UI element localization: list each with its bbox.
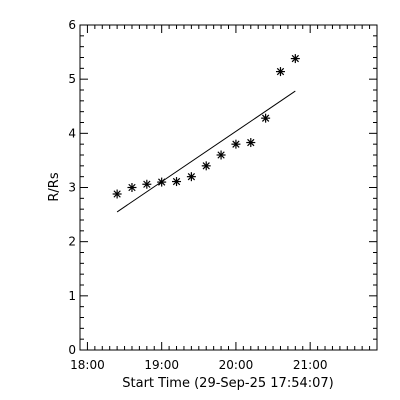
asterisk-stroke xyxy=(291,54,299,63)
y-tick-label: 0 xyxy=(68,343,76,357)
data-point xyxy=(142,179,152,189)
asterisk-stroke xyxy=(217,151,225,159)
y-axis-label: R/Rs xyxy=(47,172,62,201)
data-point xyxy=(246,138,256,148)
y-tick-label: 5 xyxy=(68,72,76,86)
data-marks xyxy=(112,54,300,213)
x-tick-label: 21:00 xyxy=(293,358,328,372)
y-tick-label: 4 xyxy=(68,126,76,140)
x-axis-label: Start Time (29-Sep-25 17:54:07) xyxy=(122,376,333,391)
asterisk-stroke xyxy=(143,180,151,188)
axis-ticks xyxy=(79,24,378,351)
asterisk-stroke xyxy=(276,67,285,76)
y-tick-label: 3 xyxy=(68,181,76,195)
data-point xyxy=(112,189,122,199)
y-tick-label: 1 xyxy=(68,289,76,303)
data-point xyxy=(216,150,226,160)
asterisk-stroke xyxy=(113,190,121,198)
asterisk-stroke xyxy=(202,162,210,170)
y-tick-label: 2 xyxy=(68,235,76,249)
asterisk-stroke xyxy=(232,140,240,148)
asterisk-stroke xyxy=(261,114,270,122)
data-point xyxy=(201,161,211,171)
data-point xyxy=(275,67,285,77)
x-tick-label: 20:00 xyxy=(219,358,254,372)
data-point xyxy=(261,113,271,123)
data-point xyxy=(186,172,196,182)
tick-labels: 0 1 2 3 4 5 6 18:00 19:00 20:00 21:00 xyxy=(68,18,327,372)
data-point xyxy=(290,54,300,64)
y-tick-label: 6 xyxy=(68,18,76,32)
data-point xyxy=(127,183,137,192)
fit-line xyxy=(116,90,296,213)
asterisk-stroke xyxy=(247,138,255,147)
data-point xyxy=(172,177,182,187)
asterisk-stroke xyxy=(172,177,181,186)
data-point xyxy=(231,139,241,149)
x-tick-label: 18:00 xyxy=(70,358,105,372)
plot-frame xyxy=(79,24,378,351)
asterisk-stroke xyxy=(187,173,196,181)
x-tick-label: 19:00 xyxy=(144,358,179,372)
asterisk-stroke xyxy=(128,183,136,192)
